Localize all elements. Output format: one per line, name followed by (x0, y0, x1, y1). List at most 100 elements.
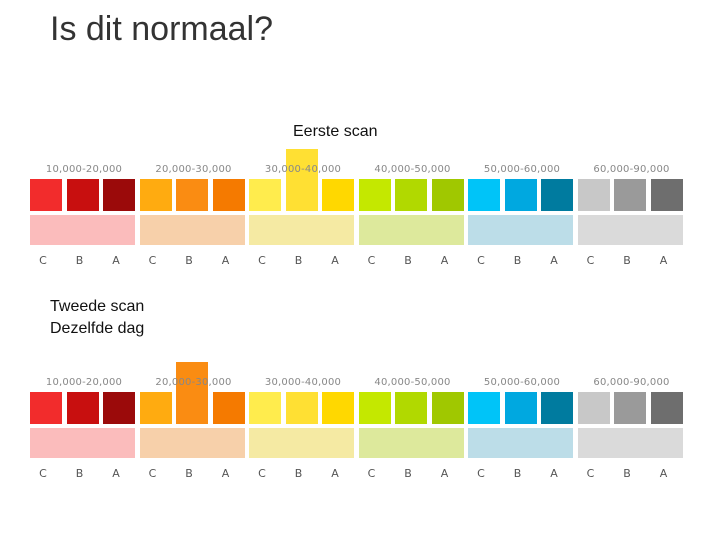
range-label: 20,000-30,000 (155, 377, 232, 388)
color-tile (577, 179, 610, 211)
grade-letter: B (404, 254, 412, 267)
range-label: 30,000-40,000 (264, 164, 342, 175)
color-tile (212, 392, 245, 424)
color-tile (285, 392, 318, 424)
grade-letter: C (586, 254, 595, 267)
color-tile (139, 392, 172, 424)
grade-letter: C (258, 467, 266, 480)
grade-letter: A (440, 467, 449, 480)
grade-letter: A (659, 254, 668, 267)
color-tile (468, 179, 500, 211)
color-tile (504, 392, 537, 424)
color-tile (504, 179, 537, 211)
color-tile (468, 392, 500, 424)
color-tile (212, 179, 245, 211)
range-label: 20,000-30,000 (155, 164, 232, 175)
color-tile (249, 392, 281, 424)
range-label: 50,000-60,000 (483, 164, 561, 175)
grade-letter: A (550, 467, 558, 480)
grade-letter: B (623, 467, 631, 480)
grade-letter: C (258, 254, 266, 267)
grade-letter: B (185, 467, 193, 480)
grade-letter: B (404, 467, 412, 480)
grade-letter: C (477, 467, 485, 480)
color-tile (431, 392, 464, 424)
range-label: 40,000-50,000 (374, 164, 451, 175)
color-tile (358, 179, 391, 211)
range-band (139, 215, 245, 245)
slide-title: Is dit normaal? (50, 10, 273, 48)
color-tile (614, 392, 646, 424)
grade-letter: A (221, 467, 230, 480)
second-scan-scale: 10,000-20,000 C B A 20,000-30,000 C B A 30,000-4… (30, 362, 683, 507)
color-tile (614, 179, 646, 211)
color-tile (66, 392, 99, 424)
range-band (249, 215, 354, 245)
grade-letter: A (221, 254, 230, 267)
range-label: 60,000-90,000 (593, 377, 670, 388)
range-band (358, 215, 464, 245)
color-tile (358, 392, 391, 424)
grade-letter: B (294, 467, 303, 480)
range-label: 30,000-40,000 (264, 377, 342, 388)
color-tile (395, 179, 427, 211)
second-scan-label-line1: Tweede scan (50, 298, 145, 315)
grade-letter: B (294, 254, 303, 267)
color-tile (322, 392, 354, 424)
color-tile (176, 179, 208, 211)
grade-letter: A (331, 254, 339, 267)
grade-letter: C (148, 467, 157, 480)
grade-letter: C (367, 467, 376, 480)
range-label: 60,000-90,000 (593, 164, 670, 175)
color-tile (139, 179, 172, 211)
grade-letter: B (75, 254, 84, 267)
range-band (468, 428, 573, 458)
highlighted-color-tile (176, 362, 208, 424)
color-tile (395, 392, 427, 424)
color-tile (431, 179, 464, 211)
range-band (139, 428, 245, 458)
range-band (577, 215, 683, 245)
color-tile (103, 179, 135, 211)
range-label: 10,000-20,000 (45, 377, 123, 388)
grade-letter: B (513, 467, 522, 480)
grade-letter: A (331, 467, 339, 480)
color-tile (541, 392, 573, 424)
grade-letter: B (75, 467, 84, 480)
grade-letter: C (477, 254, 485, 267)
color-tile (66, 179, 99, 211)
color-tile (103, 392, 135, 424)
range-band (30, 428, 135, 458)
range-band (30, 215, 135, 245)
grade-letter: C (148, 254, 157, 267)
grade-letter: C (39, 467, 47, 480)
color-tile (577, 392, 610, 424)
color-tile (650, 179, 683, 211)
range-label: 10,000-20,000 (45, 164, 123, 175)
range-label: 40,000-50,000 (374, 377, 451, 388)
color-tile (541, 179, 573, 211)
range-label: 50,000-60,000 (483, 377, 561, 388)
second-scan-label-line2: Dezelfde dag (50, 320, 145, 337)
grade-letter: C (586, 467, 595, 480)
highlighted-color-tile (285, 149, 318, 211)
grade-letter: B (513, 254, 522, 267)
grade-letter: B (623, 254, 631, 267)
grade-letter: C (39, 254, 47, 267)
grade-letter: C (367, 254, 376, 267)
color-tile (249, 179, 281, 211)
color-tile (30, 392, 62, 424)
range-band (249, 428, 354, 458)
grade-letter: B (185, 254, 193, 267)
grade-letter: A (659, 467, 668, 480)
first-scan-label: Eerste scan (293, 123, 378, 140)
grade-letter: A (440, 254, 449, 267)
grade-letter: A (112, 254, 120, 267)
color-tile (322, 179, 354, 211)
color-tile (30, 179, 62, 211)
range-band (468, 215, 573, 245)
first-scan-scale: 10,000-20,000 C B A 20,000-30,000 C B A 30,000-4… (30, 149, 683, 294)
range-band (577, 428, 683, 458)
range-band (358, 428, 464, 458)
grade-letter: A (112, 467, 120, 480)
